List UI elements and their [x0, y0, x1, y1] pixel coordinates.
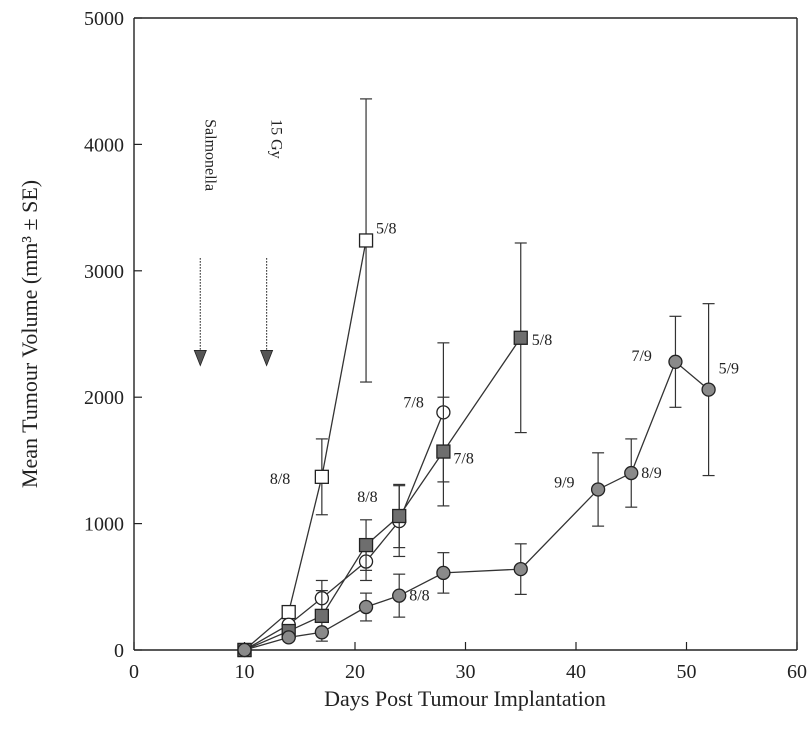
data-point — [513, 330, 528, 345]
point-label: 8/8 — [270, 471, 290, 488]
y-tick-label: 5000 — [84, 8, 124, 30]
treatment-label: Salmonella — [201, 119, 218, 191]
x-axis-label: Days Post Tumour Implantation — [324, 686, 606, 711]
y-tick-label: 4000 — [84, 134, 124, 156]
point-label: 8/8 — [409, 588, 429, 605]
y-tick-label: 3000 — [84, 261, 124, 283]
y-tick-label: 2000 — [84, 387, 124, 409]
data-point — [358, 537, 374, 553]
data-point — [237, 642, 252, 658]
axes — [133, 17, 798, 651]
point-labels: 8/8 5/8 7/8 8/8 7/8 5/8 8/8 9/9 8/9 7/9 5/9 — [270, 220, 739, 604]
data-point — [314, 469, 330, 484]
x-tick-label: 20 — [345, 661, 365, 683]
data-point — [590, 482, 606, 497]
point-label: 7/8 — [403, 394, 423, 411]
data-point — [281, 630, 296, 645]
point-label: 9/9 — [554, 474, 574, 491]
x-tick-label: 60 — [787, 661, 807, 683]
data-point — [281, 604, 296, 620]
series-line — [244, 240, 367, 651]
series-group — [237, 242, 528, 658]
treatment-arrow-head — [260, 350, 274, 367]
treatment-arrows: Salmonella 15 Gy — [193, 119, 285, 367]
point-label: 8/9 — [641, 465, 661, 482]
point-label: 8/8 — [357, 489, 377, 506]
point-label: 5/8 — [376, 220, 396, 237]
y-axis-label: Mean Tumour Volume (mm³ ± SE) — [17, 180, 42, 488]
series-group — [237, 303, 716, 658]
point-label: 7/9 — [631, 348, 651, 365]
data-point — [392, 588, 407, 603]
y-tick-label: 1000 — [84, 514, 124, 536]
point-label: 5/8 — [532, 332, 552, 349]
data-point — [358, 599, 374, 615]
x-tick-label: 50 — [677, 661, 697, 683]
series — [237, 98, 716, 658]
data-point — [314, 608, 330, 624]
point-label: 5/9 — [719, 361, 739, 378]
point-label: 7/8 — [453, 451, 473, 468]
data-point — [513, 561, 528, 577]
x-tick-label: 30 — [456, 661, 476, 683]
x-tick-label: 40 — [566, 661, 586, 683]
series-group — [237, 342, 451, 658]
data-point — [358, 233, 374, 248]
x-tick-label: 10 — [235, 661, 255, 683]
ticks: 0 10 20 30 40 50 60 0 1000 2000 3000 4000 5000 — [84, 8, 807, 683]
data-point — [392, 508, 407, 524]
treatment-arrow-head — [193, 350, 207, 367]
series-line — [244, 337, 522, 651]
data-point — [624, 465, 639, 481]
y-tick-label: 0 — [114, 640, 124, 662]
data-point — [314, 625, 330, 640]
x-tick-label: 0 — [129, 661, 139, 683]
data-point — [668, 354, 683, 369]
data-point — [436, 444, 451, 459]
series-line — [244, 412, 445, 651]
treatment-label: 15 Gy — [268, 119, 285, 159]
data-point — [436, 565, 451, 581]
data-point — [701, 382, 716, 397]
